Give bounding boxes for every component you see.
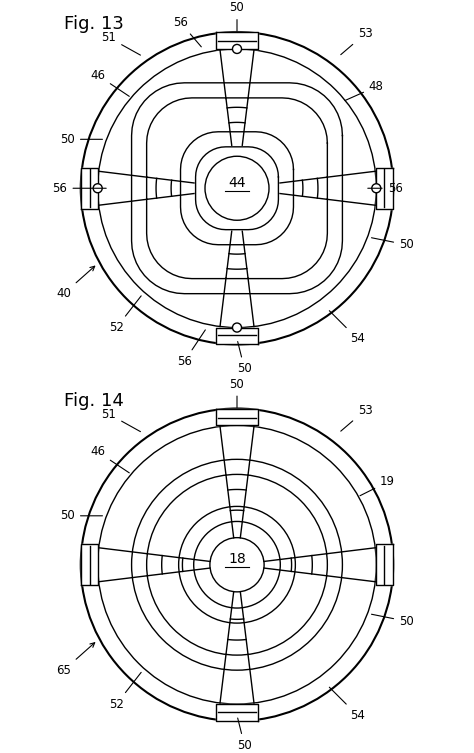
Text: 50: 50 [237,718,252,752]
Text: Fig. 14: Fig. 14 [64,392,124,410]
Text: 51: 51 [101,407,140,431]
Text: 56: 56 [173,16,201,47]
Text: 51: 51 [101,31,140,55]
Circle shape [210,538,264,592]
Circle shape [372,184,381,193]
Polygon shape [216,408,258,425]
Circle shape [205,157,269,221]
Text: 52: 52 [109,296,141,334]
Text: 54: 54 [329,687,365,722]
Text: 50: 50 [229,377,245,407]
Text: 56: 56 [368,181,402,195]
Text: 50: 50 [372,614,414,628]
Text: 54: 54 [329,311,365,346]
Polygon shape [81,168,98,209]
Text: 53: 53 [341,27,373,55]
Text: Fig. 13: Fig. 13 [64,15,124,33]
Text: 19: 19 [360,475,395,495]
Polygon shape [81,544,98,586]
Text: 56: 56 [53,181,106,195]
Text: 18: 18 [228,552,246,566]
Polygon shape [216,704,258,721]
Text: 50: 50 [60,509,102,523]
Text: 40: 40 [56,267,95,300]
Circle shape [232,323,242,332]
Text: 50: 50 [372,238,414,252]
Text: 53: 53 [341,404,373,431]
Text: 56: 56 [177,330,205,368]
Circle shape [93,184,102,193]
Polygon shape [376,544,393,586]
Text: 48: 48 [345,80,384,101]
Circle shape [232,44,242,53]
Text: 44: 44 [228,175,246,190]
Text: 65: 65 [56,643,95,677]
Text: 50: 50 [237,342,252,376]
Polygon shape [376,168,393,209]
Text: 52: 52 [109,672,141,711]
Text: 46: 46 [90,69,129,96]
Text: 50: 50 [229,1,245,31]
Polygon shape [216,32,258,49]
Text: 46: 46 [90,445,129,473]
Text: 50: 50 [60,133,102,146]
Polygon shape [216,328,258,345]
